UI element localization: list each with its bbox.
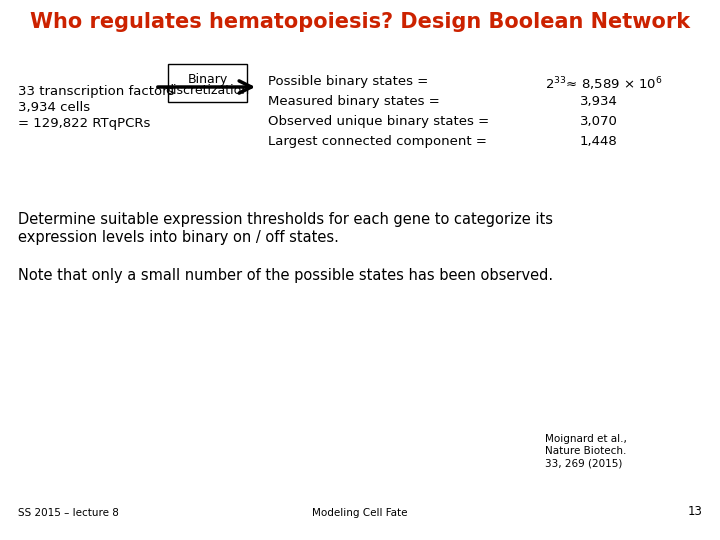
Text: = 129,822 RTqPCRs: = 129,822 RTqPCRs	[18, 117, 150, 130]
Text: 33 transcription factors: 33 transcription factors	[18, 85, 174, 98]
Text: Note that only a small number of the possible states has been observed.: Note that only a small number of the pos…	[18, 268, 553, 283]
Text: Largest connected component =: Largest connected component =	[268, 135, 487, 148]
Text: 33, 269 (2015): 33, 269 (2015)	[545, 458, 622, 468]
Text: Moignard et al.,: Moignard et al.,	[545, 434, 627, 444]
Text: Who regulates hematopoiesis? Design Boolean Network: Who regulates hematopoiesis? Design Bool…	[30, 12, 690, 32]
Text: 3,934 cells: 3,934 cells	[18, 101, 90, 114]
Text: Measured binary states =: Measured binary states =	[268, 95, 440, 108]
Text: discretization: discretization	[166, 84, 250, 98]
Text: 3,070: 3,070	[580, 115, 618, 128]
Text: Observed unique binary states =: Observed unique binary states =	[268, 115, 489, 128]
Text: $2^{33}$≈ 8,589 × 10$^{6}$: $2^{33}$≈ 8,589 × 10$^{6}$	[545, 75, 662, 92]
Text: 3,934: 3,934	[580, 95, 618, 108]
Text: SS 2015 – lecture 8: SS 2015 – lecture 8	[18, 508, 119, 518]
FancyBboxPatch shape	[168, 64, 247, 102]
Text: Determine suitable expression thresholds for each gene to categorize its: Determine suitable expression thresholds…	[18, 212, 553, 227]
Text: 13: 13	[688, 505, 703, 518]
Text: Modeling Cell Fate: Modeling Cell Fate	[312, 508, 408, 518]
Text: 1,448: 1,448	[580, 135, 618, 148]
Text: Binary: Binary	[187, 72, 228, 85]
Text: expression levels into binary on / off states.: expression levels into binary on / off s…	[18, 230, 339, 245]
Text: Possible binary states =: Possible binary states =	[268, 75, 428, 88]
Text: Nature Biotech.: Nature Biotech.	[545, 446, 626, 456]
